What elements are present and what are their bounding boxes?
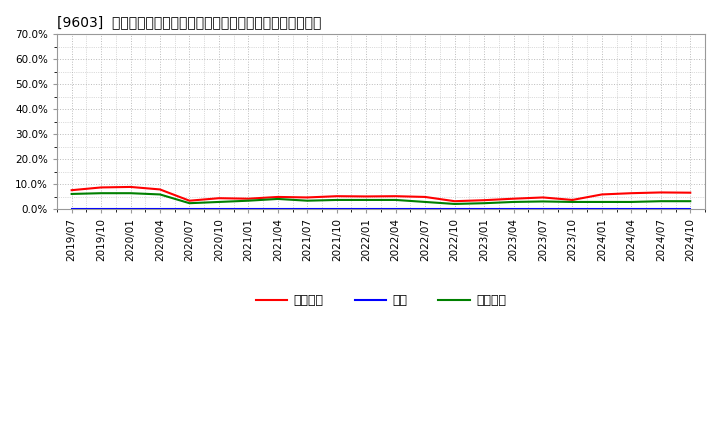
在庫 (126, 206, 135, 212)
買入債務 (362, 197, 371, 202)
在庫 (156, 206, 164, 212)
買入債務 (333, 197, 341, 202)
買入債務 (303, 198, 312, 203)
Legend: 売上債権, 在庫, 買入債務: 売上債権, 在庫, 買入債務 (251, 289, 511, 312)
買入債務 (627, 199, 636, 205)
買入債務 (420, 199, 429, 205)
売上債権 (509, 196, 518, 202)
買入債務 (657, 198, 665, 204)
買入債務 (392, 197, 400, 202)
買入債務 (185, 201, 194, 206)
在庫 (362, 206, 371, 212)
Line: 売上債権: 売上債権 (71, 187, 690, 201)
在庫 (333, 206, 341, 212)
買入債務 (686, 198, 695, 204)
買入債務 (96, 191, 105, 196)
売上債権 (480, 198, 488, 203)
在庫 (568, 206, 577, 212)
売上債権 (362, 194, 371, 199)
買入債務 (539, 199, 547, 204)
在庫 (450, 206, 459, 212)
買入債務 (568, 199, 577, 205)
在庫 (627, 206, 636, 212)
売上債権 (568, 197, 577, 202)
売上債権 (67, 187, 76, 193)
在庫 (185, 206, 194, 212)
買入債務 (480, 201, 488, 206)
売上債権 (627, 191, 636, 196)
在庫 (303, 206, 312, 212)
売上債権 (333, 194, 341, 199)
在庫 (598, 206, 606, 212)
売上債権 (274, 194, 282, 200)
買入債務 (450, 202, 459, 207)
売上債権 (686, 190, 695, 195)
売上債権 (185, 198, 194, 203)
Line: 買入債務: 買入債務 (71, 193, 690, 204)
売上債権 (392, 194, 400, 199)
在庫 (686, 206, 695, 212)
在庫 (67, 206, 76, 212)
在庫 (657, 206, 665, 212)
買入債務 (126, 191, 135, 196)
買入債務 (215, 199, 223, 205)
買入債務 (244, 198, 253, 203)
売上債権 (215, 195, 223, 201)
買入債務 (598, 199, 606, 205)
買入債務 (274, 196, 282, 202)
買入債務 (509, 199, 518, 205)
売上債権 (156, 187, 164, 192)
在庫 (392, 206, 400, 212)
在庫 (509, 206, 518, 212)
Text: [9603]  売上債権、在庫、買入債務の総資産に対する比率の推移: [9603] 売上債権、在庫、買入債務の総資産に対する比率の推移 (57, 15, 321, 29)
在庫 (274, 206, 282, 212)
売上債権 (96, 185, 105, 190)
売上債権 (450, 198, 459, 204)
買入債務 (67, 191, 76, 197)
在庫 (539, 206, 547, 212)
在庫 (215, 206, 223, 212)
在庫 (244, 206, 253, 212)
売上債権 (420, 194, 429, 200)
在庫 (420, 206, 429, 212)
売上債権 (126, 184, 135, 190)
売上債権 (657, 190, 665, 195)
在庫 (480, 206, 488, 212)
買入債務 (156, 192, 164, 197)
売上債権 (598, 192, 606, 197)
在庫 (96, 206, 105, 212)
売上債権 (303, 195, 312, 200)
売上債権 (539, 195, 547, 200)
売上債権 (244, 196, 253, 202)
